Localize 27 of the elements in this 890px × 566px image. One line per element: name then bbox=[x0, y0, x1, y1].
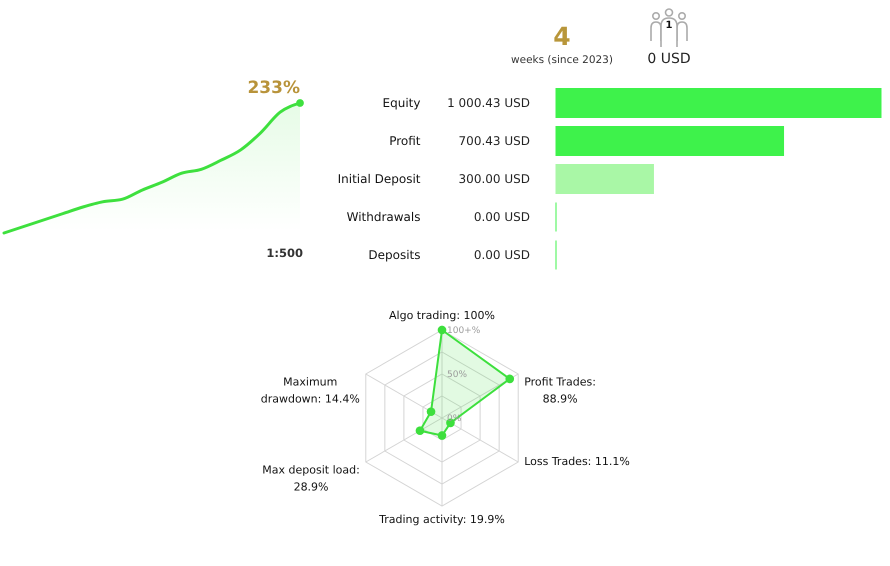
spoke-label: Profit Trades: 88.9% bbox=[524, 376, 596, 406]
spoke-label: Loss Trades: 11.1% bbox=[524, 455, 630, 468]
text: 0 USD bbox=[647, 51, 691, 67]
data-label: 1 000.43 USD bbox=[447, 96, 530, 110]
text: 1 bbox=[666, 20, 673, 31]
spoke-label: Trading activity: 19.9% bbox=[378, 513, 505, 526]
y-tick-label: Profit bbox=[389, 134, 421, 148]
text: weeks (since 2023) bbox=[511, 54, 613, 66]
bar bbox=[556, 88, 882, 118]
bar bbox=[556, 164, 654, 194]
text: 1:500 bbox=[266, 246, 303, 260]
y-tick-label: 50% bbox=[447, 370, 468, 380]
spoke-label: Maximum drawdown: 14.4% bbox=[260, 376, 360, 406]
text: 4 bbox=[553, 22, 571, 51]
y-tick-label: 100+% bbox=[447, 326, 481, 336]
y-tick-label: Initial Deposit bbox=[338, 172, 421, 186]
data-label: 300.00 USD bbox=[458, 172, 530, 186]
data-label: 700.43 USD bbox=[458, 134, 530, 148]
bar bbox=[556, 126, 784, 156]
y-tick-label: Deposits bbox=[368, 248, 420, 262]
data-label: 0.00 USD bbox=[474, 248, 530, 262]
text: 233% bbox=[247, 78, 300, 98]
y-tick-label: Equity bbox=[382, 96, 420, 110]
spoke-label: Algo trading: 100% bbox=[388, 309, 496, 322]
spoke-label: Max deposit load: 28.9% bbox=[262, 464, 360, 494]
y-tick-label: Withdrawals bbox=[346, 210, 420, 224]
data-label: 0.00 USD bbox=[474, 210, 530, 224]
